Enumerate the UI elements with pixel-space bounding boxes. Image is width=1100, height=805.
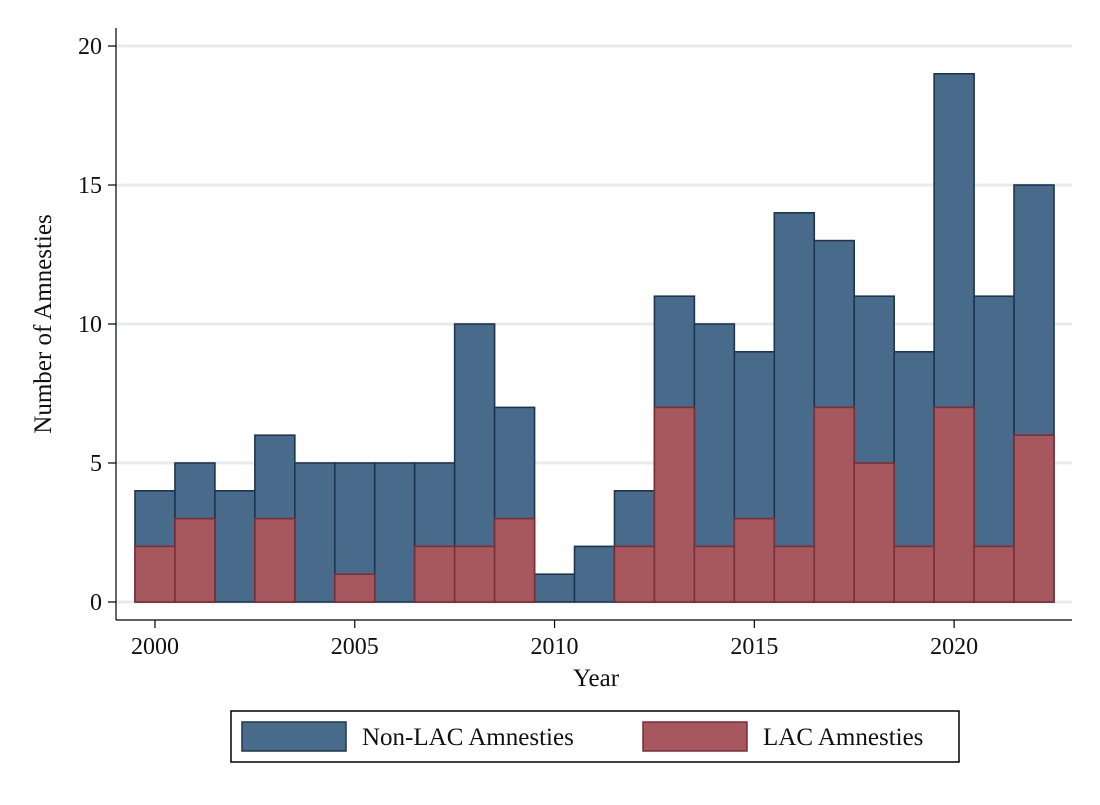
legend-label-lac: LAC Amnesties — [763, 724, 923, 751]
y-tick-label: 20 — [78, 34, 102, 60]
lac-bar-2008 — [453, 545, 496, 603]
bars — [134, 73, 1055, 603]
y-tick-label: 0 — [90, 590, 102, 616]
y-ticks: 0 5 10 15 20 — [78, 34, 116, 616]
x-tick-label: 2005 — [331, 634, 379, 660]
x-tick-label: 2010 — [531, 634, 579, 660]
lac-bar-2015 — [733, 517, 776, 603]
x-ticks: 2000 2005 2010 2015 2020 — [131, 620, 978, 660]
non-lac-bar-2016 — [773, 212, 816, 603]
lac-bar-2019 — [893, 545, 935, 603]
lac-bar-2022 — [1013, 434, 1055, 603]
legend-box — [230, 710, 960, 763]
lac-bar-2016 — [773, 545, 816, 603]
lac-bar-2014 — [693, 545, 736, 603]
x-tick-label: 2015 — [730, 634, 778, 660]
y-tick-label: 10 — [78, 312, 102, 338]
lac-bar-2020 — [933, 406, 975, 603]
non-lac-bar-2004 — [294, 462, 336, 603]
lac-bar-2021 — [973, 545, 1015, 603]
lac-bar-2001 — [174, 517, 216, 603]
legend-label-non-lac: Non-LAC Amnesties — [362, 724, 574, 751]
non-lac-bar-2006 — [373, 462, 416, 603]
lac-bar-2000 — [134, 545, 176, 603]
x-tick-label: 2020 — [930, 634, 978, 660]
lac-bar-2005 — [333, 573, 376, 603]
lac-bar-2012 — [613, 545, 656, 603]
series-lac — [134, 406, 1055, 603]
lac-bar-2009 — [493, 517, 536, 603]
legend-swatch-non-lac — [241, 721, 347, 752]
lac-bar-2018 — [853, 462, 895, 603]
y-axis-label: Number of Amnesties — [30, 214, 57, 433]
x-axis-label: Year — [573, 665, 620, 692]
y-tick-label: 15 — [78, 173, 102, 199]
non-lac-bar-2010 — [533, 573, 576, 603]
lac-bar-2007 — [413, 545, 456, 603]
non-lac-bar-2011 — [573, 545, 616, 603]
lac-bar-2003 — [254, 517, 296, 603]
y-tick-label: 5 — [90, 451, 102, 477]
lac-bar-2017 — [813, 406, 856, 603]
legend: Non-LAC Amnesties LAC Amnesties — [230, 710, 960, 763]
lac-bar-2013 — [653, 406, 696, 603]
x-tick-label: 2000 — [131, 634, 179, 660]
non-lac-bar-2002 — [214, 489, 256, 603]
legend-swatch-lac — [642, 721, 748, 752]
